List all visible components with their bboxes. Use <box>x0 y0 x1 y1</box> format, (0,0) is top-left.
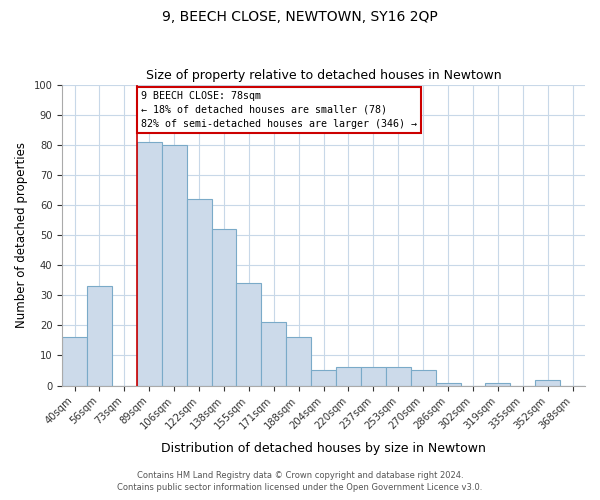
Text: Contains HM Land Registry data © Crown copyright and database right 2024.
Contai: Contains HM Land Registry data © Crown c… <box>118 471 482 492</box>
X-axis label: Distribution of detached houses by size in Newtown: Distribution of detached houses by size … <box>161 442 486 455</box>
Bar <box>386 368 411 386</box>
Title: Size of property relative to detached houses in Newtown: Size of property relative to detached ho… <box>146 69 502 82</box>
Text: 9, BEECH CLOSE, NEWTOWN, SY16 2QP: 9, BEECH CLOSE, NEWTOWN, SY16 2QP <box>162 10 438 24</box>
Bar <box>62 338 87 386</box>
Bar <box>212 229 236 386</box>
Y-axis label: Number of detached properties: Number of detached properties <box>15 142 28 328</box>
Bar <box>236 283 262 386</box>
Text: 9 BEECH CLOSE: 78sqm
← 18% of detached houses are smaller (78)
82% of semi-detac: 9 BEECH CLOSE: 78sqm ← 18% of detached h… <box>140 90 416 128</box>
Bar <box>411 370 436 386</box>
Bar <box>187 199 212 386</box>
Bar <box>436 382 461 386</box>
Bar <box>311 370 336 386</box>
Bar <box>336 368 361 386</box>
Bar <box>535 380 560 386</box>
Bar <box>162 145 187 386</box>
Bar <box>361 368 386 386</box>
Bar <box>137 142 162 386</box>
Bar <box>262 322 286 386</box>
Bar <box>286 338 311 386</box>
Bar <box>87 286 112 386</box>
Bar <box>485 382 511 386</box>
